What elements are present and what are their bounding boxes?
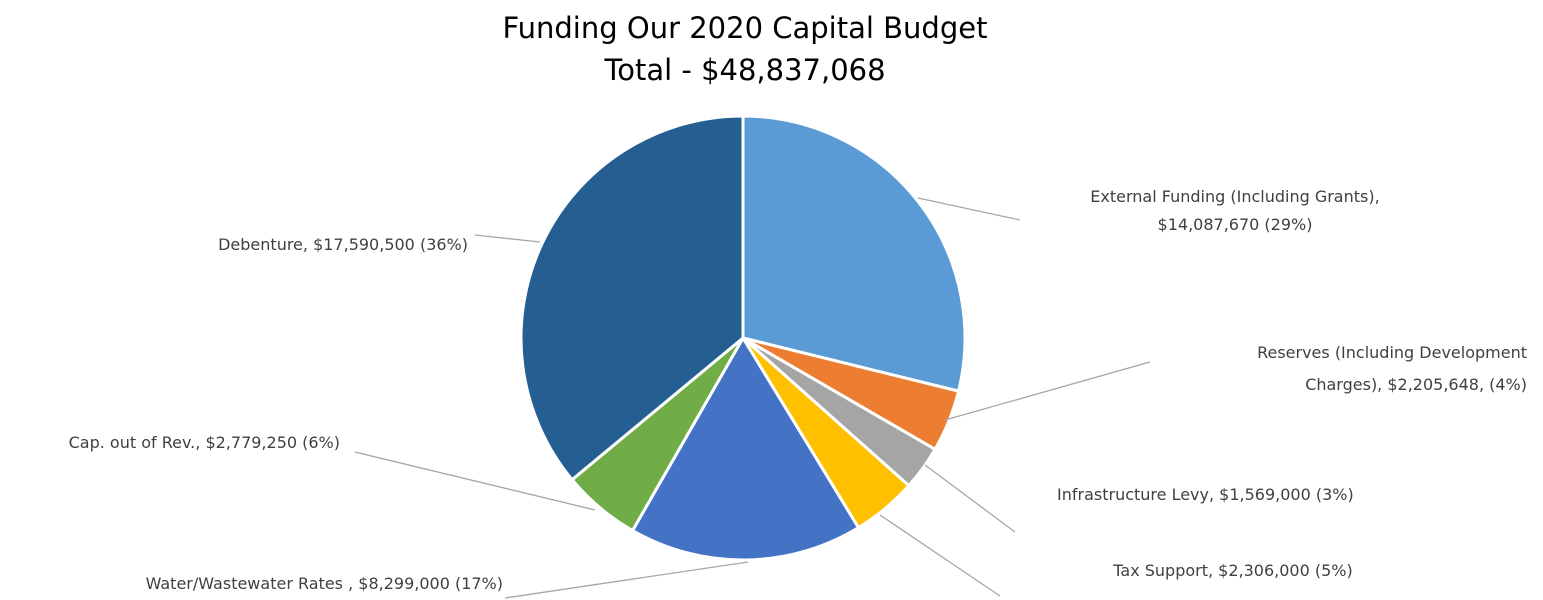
data-label-capout: Cap. out of Rev., $2,779,250 (6%) <box>69 433 340 452</box>
data-label-line: Charges), $2,205,648, (4%) <box>1305 375 1527 394</box>
leader-line-infrastructure <box>924 464 1016 533</box>
data-label-line: Debenture, $17,590,500 (36%) <box>218 235 468 254</box>
chart-subtitle: Total - $48,837,068 <box>603 53 885 87</box>
data-label-line: Infrastructure Levy, $1,569,000 (3%) <box>1057 485 1354 504</box>
data-label-line: Water/Wastewater Rates , $8,299,000 (17%… <box>146 574 503 593</box>
leader-line-reserves <box>944 361 1151 421</box>
data-label-debenture: Debenture, $17,590,500 (36%) <box>218 235 468 254</box>
pie-slices <box>519 114 967 562</box>
leader-line-water <box>504 561 749 599</box>
pie-slice-external <box>741 114 967 393</box>
data-label-infrastructure: Infrastructure Levy, $1,569,000 (3%) <box>1057 485 1354 504</box>
data-label-line: $14,087,670 (29%) <box>1158 215 1313 234</box>
data-label-line: Tax Support, $2,306,000 (5%) <box>1112 561 1352 580</box>
data-label-reserves: Reserves (Including Development Charges),… <box>1257 343 1527 394</box>
leader-lines <box>354 197 1151 599</box>
data-label-external: External Funding (Including Grants), $14,… <box>1090 187 1379 234</box>
leader-line-capout <box>354 451 596 511</box>
leader-line-external <box>917 197 1021 221</box>
data-label-line: External Funding (Including Grants), <box>1090 187 1379 206</box>
data-label-line: Cap. out of Rev., $2,779,250 (6%) <box>69 433 340 452</box>
data-label-tax: Tax Support, $2,306,000 (5%) <box>1112 561 1352 580</box>
leader-line-debenture <box>474 234 541 243</box>
slice-labels: External Funding (Including Grants), $14,… <box>69 187 1527 593</box>
data-label-line: Reserves (Including Development <box>1257 343 1527 362</box>
pie-slice-debenture <box>519 114 745 482</box>
pie-slice-water <box>631 336 860 562</box>
chart-title: Funding Our 2020 Capital Budget <box>503 11 988 45</box>
data-label-water: Water/Wastewater Rates , $8,299,000 (17%… <box>146 574 503 593</box>
leader-line-tax <box>879 514 1001 597</box>
